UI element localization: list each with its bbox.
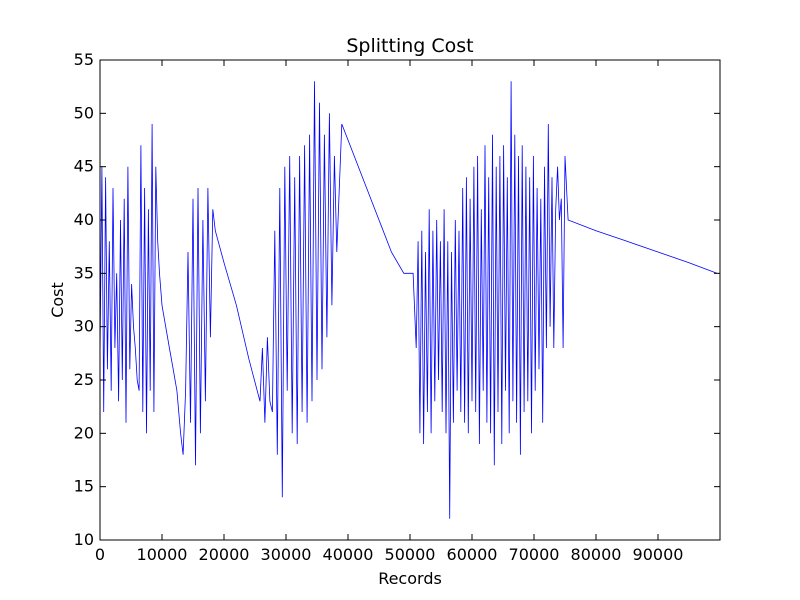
y-axis-title: Cost <box>48 282 67 318</box>
y-tick-label: 10 <box>74 530 94 549</box>
y-tick-label: 25 <box>74 370 94 389</box>
x-tick-label: 70000 <box>509 545 560 564</box>
y-tick-label: 35 <box>74 263 94 282</box>
y-tick-label: 45 <box>74 157 94 176</box>
x-tick-label: 50000 <box>385 545 436 564</box>
x-tick-label: 90000 <box>633 545 684 564</box>
series-group <box>99 81 718 519</box>
y-tick-label: 50 <box>74 103 94 122</box>
x-axis-title: Records <box>378 569 442 588</box>
x-axis-ticks: 0 10000 20000 30000 40000 50000 60000 70000 8000… <box>95 60 684 564</box>
y-tick-label: 20 <box>74 423 94 442</box>
x-tick-label: 60000 <box>447 545 498 564</box>
y-tick-label: 55 <box>74 50 94 69</box>
x-tick-label: 40000 <box>323 545 374 564</box>
y-tick-label: 15 <box>74 477 94 496</box>
y-tick-label: 30 <box>74 317 94 336</box>
y-axis-ticks: 10 15 20 25 30 35 40 45 50 55 <box>74 50 720 549</box>
x-tick-label: 30000 <box>261 545 312 564</box>
y-tick-label: 40 <box>74 210 94 229</box>
chart-title: Splitting Cost <box>346 35 473 57</box>
x-tick-label: 10000 <box>137 545 188 564</box>
x-tick-label: 20000 <box>199 545 250 564</box>
x-tick-label: 80000 <box>571 545 622 564</box>
x-tick-label: 0 <box>95 545 105 564</box>
series-line-0 <box>99 81 718 519</box>
